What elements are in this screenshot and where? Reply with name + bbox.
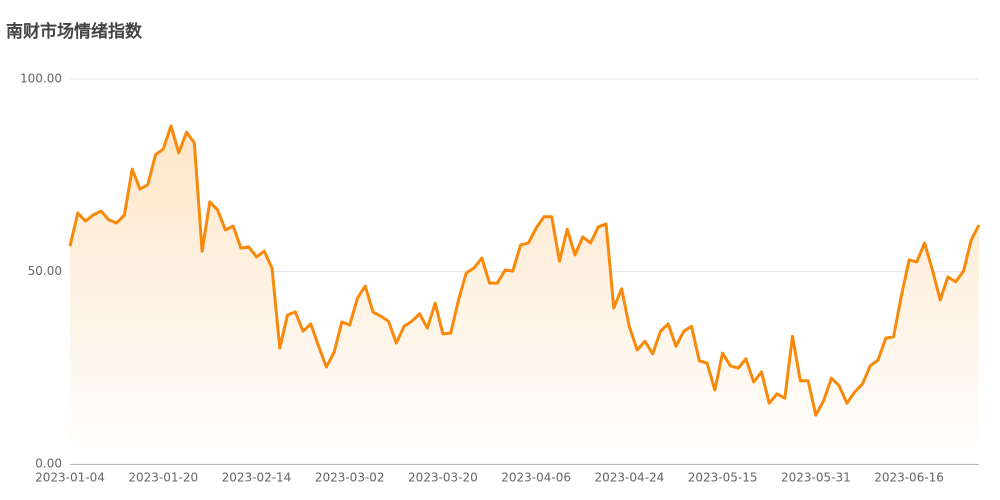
x-tick-label: 2023-06-16: [874, 471, 944, 485]
y-tick-label: 100.00: [20, 72, 62, 86]
x-tick-label: 2023-03-02: [315, 471, 385, 485]
x-tick-label: 2023-03-20: [408, 471, 478, 485]
x-tick-label: 2023-04-06: [501, 471, 571, 485]
y-tick-label: 50.00: [28, 264, 62, 278]
x-tick-label: 2023-02-14: [222, 471, 292, 485]
x-tick-label: 2023-04-24: [595, 471, 665, 485]
x-tick-label: 2023-01-20: [128, 471, 198, 485]
chart-title: 南财市场情绪指数: [6, 21, 143, 42]
line: [68, 124, 981, 417]
y-tick-label: 0.00: [35, 457, 62, 471]
x-tick-label: 2023-05-15: [688, 471, 758, 485]
x-tick-label: 2023-01-04: [35, 471, 105, 485]
x-tick-label: 2023-05-31: [781, 471, 851, 485]
area: [70, 126, 979, 464]
